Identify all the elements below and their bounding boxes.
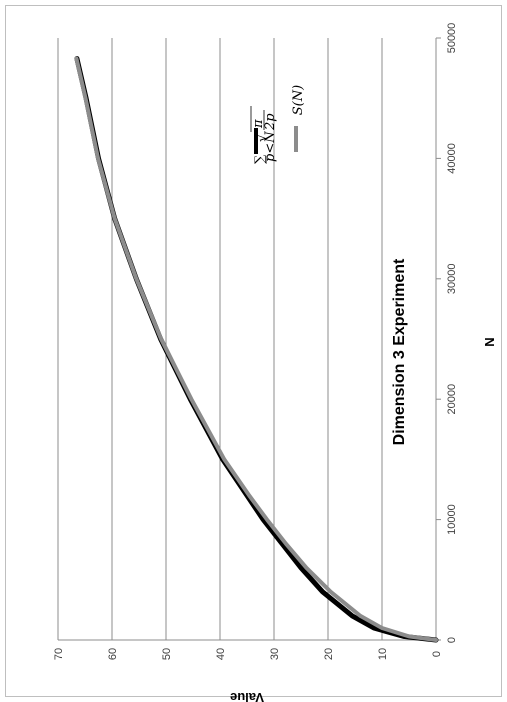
x-tick-label: 10000	[446, 504, 458, 535]
legend: ∑ p<N √ π 2p S(N)	[250, 85, 306, 164]
svg-text:p<N: p<N	[263, 131, 278, 162]
y-tick-label: 60	[107, 648, 119, 660]
axes	[58, 37, 441, 641]
gridlines	[57, 38, 383, 640]
x-tick-label: 20000	[446, 384, 458, 415]
y-axis-title: Value	[230, 690, 264, 702]
x-tick-label: 0	[446, 637, 458, 643]
x-tick-label: 30000	[446, 264, 458, 295]
x-tick-labels: 0 10000 20000 30000 40000 50000	[446, 23, 458, 643]
y-tick-label: 50	[161, 648, 173, 660]
x-tick-label: 40000	[446, 143, 458, 174]
y-tick-label: 70	[53, 648, 65, 660]
y-tick-label: 30	[269, 648, 281, 660]
chart-frame	[5, 5, 502, 697]
y-tick-label: 20	[323, 648, 335, 660]
y-tick-label: 40	[215, 648, 227, 660]
svg-text:2p: 2p	[263, 113, 278, 131]
x-tick-label: 50000	[446, 23, 458, 54]
series-line-2	[74, 56, 438, 642]
legend-label-series-1: ∑ p<N √ π 2p	[250, 106, 278, 164]
svg-text:√: √	[255, 133, 270, 142]
x-axis-title: N	[482, 337, 497, 346]
legend-label-series-2: S(N)	[291, 85, 306, 115]
chart-title: Dimension 3 Experiment	[391, 258, 408, 445]
svg-text:∑: ∑	[253, 154, 268, 164]
svg-text:π: π	[251, 119, 266, 129]
y-tick-labels: 0 10 20 30 40 50 60 70	[53, 648, 443, 660]
y-tick-label: 10	[377, 648, 389, 660]
series-group	[74, 56, 439, 643]
y-tick-label: 0	[431, 651, 443, 657]
